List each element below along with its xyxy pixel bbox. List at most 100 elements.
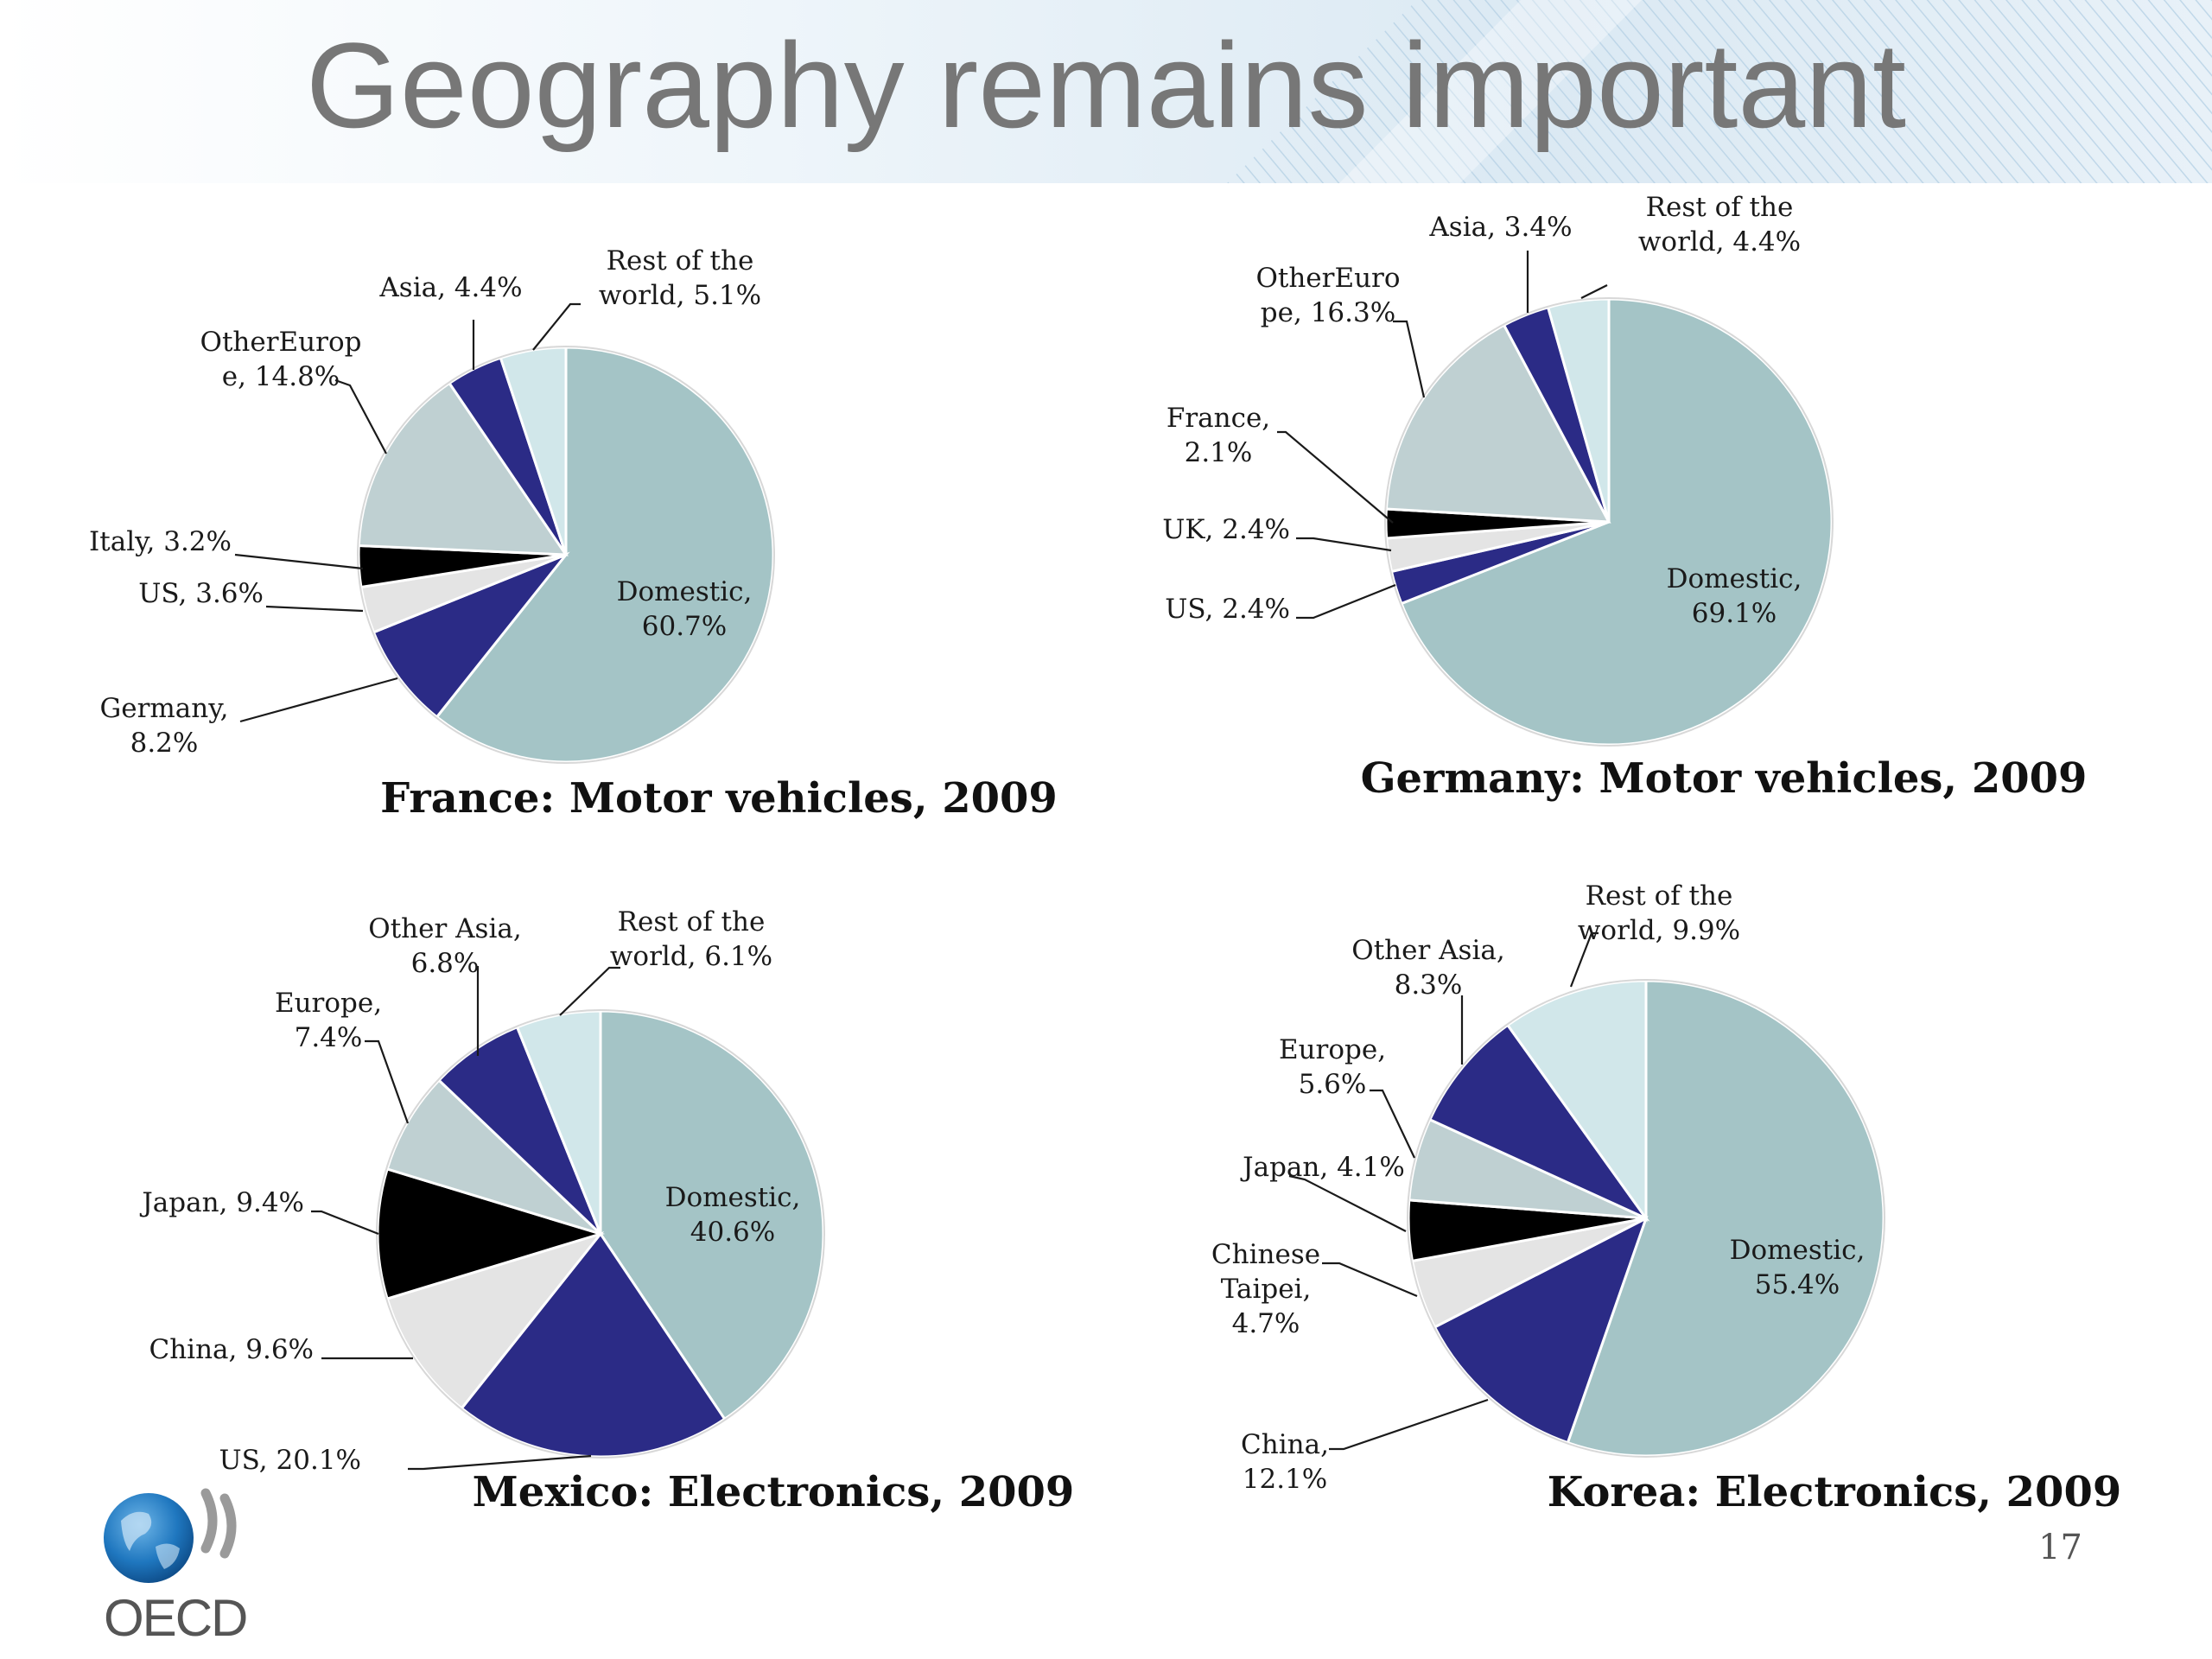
leader-line-chinese-taipei xyxy=(1322,1262,1418,1298)
pie-slice-domestic xyxy=(1399,297,1834,747)
data-label-line: 55.4% xyxy=(1755,1269,1840,1300)
data-label-line: 8.2% xyxy=(130,728,199,759)
chart-title: Germany: Motor vehicles, 2009 xyxy=(1361,754,2088,803)
data-label-line: 8.3% xyxy=(1395,969,1463,1001)
data-label-japan: Japan, 4.1% xyxy=(1240,1152,1405,1183)
data-label-asia: Asia, 4.4% xyxy=(378,272,522,303)
leader-line-rest-of-the-world xyxy=(559,966,620,1016)
pie-slice-rest-of-the-world xyxy=(1505,979,1648,1223)
data-label-rest-of-the-world: Rest of the world, 9.9% xyxy=(1578,880,1740,946)
pie-slice-us xyxy=(460,1231,727,1459)
leader-line-uk xyxy=(1296,537,1392,552)
data-label-us: US, 2.4% xyxy=(1165,594,1290,625)
data-label-china: China, 9.6% xyxy=(149,1334,314,1365)
leader-line-us xyxy=(408,1454,592,1471)
data-label-line: Asia, 3.4% xyxy=(1428,212,1572,243)
data-label-germany: Germany, 8.2% xyxy=(99,693,228,759)
slide-title: Geography remains important xyxy=(306,17,1906,153)
data-label-domestic: Domestic, 69.1% xyxy=(1667,563,1802,629)
data-label-italy: Italy, 3.2% xyxy=(89,526,232,557)
pie-slices xyxy=(357,346,775,764)
data-label-line: OtherEuro xyxy=(1255,263,1400,294)
data-label-othereurope: OtherEuro pe, 16.3% xyxy=(1255,263,1400,328)
leader-line-rest-of-the-world xyxy=(1569,931,1599,988)
data-label-line: Chinese xyxy=(1211,1239,1320,1270)
data-label-line: Domestic, xyxy=(1730,1235,1866,1266)
leader-line-japan xyxy=(311,1210,379,1236)
data-label-line: world, 5.1% xyxy=(599,280,761,311)
data-label-othereurope: OtherEurop e, 14.8% xyxy=(200,327,362,392)
data-label-other-asia: Other Asia, 8.3% xyxy=(1351,935,1504,1001)
leader-line-italy xyxy=(234,553,364,570)
leader-line-us xyxy=(265,605,364,613)
data-label-line: Germany, xyxy=(99,693,228,724)
pie-outline xyxy=(1384,297,1834,747)
data-label-line: US, 20.1% xyxy=(219,1445,361,1476)
pie-slice-othereurope xyxy=(1384,323,1611,524)
data-label-europe: Europe, 7.4% xyxy=(275,988,382,1053)
leader-line-us xyxy=(1296,583,1396,620)
leader-line-rest-of-the-world xyxy=(532,302,581,351)
data-label-line: Japan, 4.1% xyxy=(1240,1152,1405,1183)
data-label-europe: Europe, 5.6% xyxy=(1279,1034,1386,1100)
data-label-line: Japan, 9.4% xyxy=(139,1187,304,1218)
data-label-chinese-taipei: Chinese Taipei, 4.7% xyxy=(1211,1239,1320,1339)
data-label-line: 7.4% xyxy=(295,1022,363,1053)
data-label-line: US, 2.4% xyxy=(1165,594,1290,625)
data-label-line: 2.1% xyxy=(1185,437,1253,468)
data-label-asia: Asia, 3.4% xyxy=(1428,212,1572,243)
data-label-uk: UK, 2.4% xyxy=(1162,514,1290,545)
leader-line-france xyxy=(1277,430,1394,524)
data-label-us: US, 20.1% xyxy=(219,1445,361,1476)
data-label-line: 60.7% xyxy=(642,611,727,642)
data-label-line: France, xyxy=(1166,403,1270,434)
data-label-line: 5.6% xyxy=(1299,1069,1367,1100)
chart-korea-electronics: Domestic, 55.4% China, 12.1% Chinese Taipei, 4… xyxy=(1211,880,2121,1516)
oecd-logo: OECD xyxy=(104,1486,276,1647)
data-label-line: US, 3.6% xyxy=(138,578,264,609)
data-label-line: Asia, 4.4% xyxy=(378,272,522,303)
data-label-other-asia: Other Asia, 6.8% xyxy=(368,913,521,979)
data-label-line: Europe, xyxy=(1279,1034,1386,1065)
data-label-domestic: Domestic, 60.7% xyxy=(617,576,753,642)
leader-line-europe xyxy=(1370,1089,1415,1159)
data-label-line: 40.6% xyxy=(690,1217,775,1248)
leader-line-china xyxy=(1329,1398,1489,1451)
data-label-line: OtherEurop xyxy=(200,327,362,358)
globe-icon xyxy=(104,1488,237,1583)
data-label-line: Other Asia, xyxy=(368,913,521,944)
header-background xyxy=(0,0,2212,183)
data-label-rest-of-the-world: Rest of the world, 5.1% xyxy=(599,245,761,311)
chart-title: Korea: Electronics, 2009 xyxy=(1548,1468,2122,1516)
data-label-line: 4.7% xyxy=(1232,1308,1300,1339)
data-label-rest-of-the-world: Rest of the world, 4.4% xyxy=(1638,192,1801,257)
data-label-rest-of-the-world: Rest of the world, 6.1% xyxy=(610,906,772,972)
leader-line-germany xyxy=(239,677,398,723)
data-label-us: US, 3.6% xyxy=(138,578,264,609)
data-label-line: e, 14.8% xyxy=(222,361,340,392)
data-label-japan: Japan, 9.4% xyxy=(139,1187,304,1218)
data-label-line: China, 9.6% xyxy=(149,1334,314,1365)
data-label-line: Europe, xyxy=(275,988,382,1019)
data-label-china: China, 12.1% xyxy=(1241,1429,1329,1495)
data-label-line: Italy, 3.2% xyxy=(89,526,232,557)
leader-line-japan xyxy=(1288,1174,1407,1232)
logo-text: OECD xyxy=(104,1589,248,1647)
chart-germany-motor-vehicles: Domestic, 69.1% US, 2.4% UK, 2.4% France, 2.1… xyxy=(1162,192,2087,803)
data-label-line: 12.1% xyxy=(1243,1464,1327,1495)
data-label-line: pe, 16.3% xyxy=(1261,297,1395,328)
pie-slices xyxy=(376,1009,825,1459)
data-label-line: world, 9.9% xyxy=(1578,915,1740,946)
data-label-line: Rest of the xyxy=(618,906,766,938)
chart-mexico-electronics: Domestic, 40.6% US, 20.1% China, 9.6% Japan,… xyxy=(139,906,1074,1516)
data-label-france: France, 2.1% xyxy=(1166,403,1270,468)
data-label-line: Other Asia, xyxy=(1351,935,1504,966)
data-label-domestic: Domestic, 55.4% xyxy=(1730,1235,1866,1300)
data-label-line: world, 6.1% xyxy=(610,941,772,972)
data-label-line: 6.8% xyxy=(411,948,480,979)
leader-line-europe xyxy=(365,1039,410,1124)
chart-france-motor-vehicles: Domestic, 60.7% Germany, 8.2% US, 3.6% Italy,… xyxy=(89,245,1058,823)
data-label-line: Taipei, xyxy=(1221,1274,1312,1305)
pie-slices xyxy=(1384,297,1834,747)
